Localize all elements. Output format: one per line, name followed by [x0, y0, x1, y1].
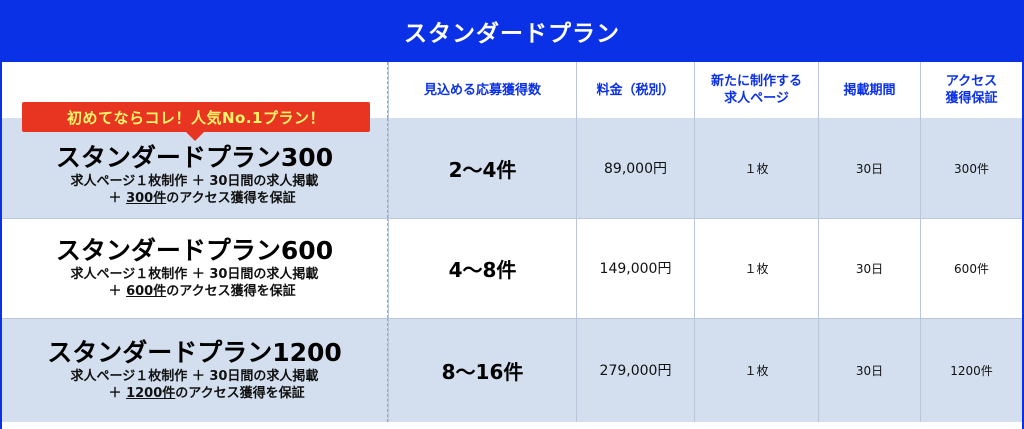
popular-badge: 初めてならコレ！人気No.1プラン！ [22, 102, 370, 132]
header-new-pages: 新たに制作する 求人ページ [694, 62, 818, 118]
price-value: 89,000円 [576, 118, 694, 218]
header-period: 掲載期間 [818, 62, 920, 118]
plan-desc-line1: 求人ページ１枚制作 ＋ 30日間の求人掲載 [70, 267, 319, 282]
header-price: 料金（税別） [576, 62, 694, 118]
plan-desc-line2: ＋ 1200件のアクセス獲得を保証 [71, 385, 319, 402]
plan-description: 求人ページ１枚制作 ＋ 30日間の求人掲載 ＋ 300件のアクセス獲得を保証 [71, 173, 319, 207]
access-value: 600件 [920, 218, 1022, 318]
plan-desc-line1: 求人ページ１枚制作 ＋ 30日間の求人掲載 [70, 174, 319, 189]
plan-description: 求人ページ１枚制作 ＋ 30日間の求人掲載 ＋ 600件のアクセス獲得を保証 [71, 266, 319, 300]
plan-name: スタンダードプラン300 [55, 143, 334, 172]
header-expected-label: 見込める応募獲得数 [423, 82, 541, 98]
table-row: スタンダードプラン300 求人ページ１枚制作 ＋ 30日間の求人掲載 ＋ 300… [2, 118, 1022, 218]
header-period-label: 掲載期間 [843, 82, 896, 98]
plan-desc-rest: のアクセス獲得を保証 [166, 191, 296, 206]
page-title: スタンダードプラン [404, 21, 620, 47]
plan-desc-line2: ＋ 600件のアクセス獲得を保証 [71, 283, 319, 300]
access-value: 300件 [920, 118, 1022, 218]
pages-value: １枚 [694, 318, 818, 422]
plan-desc-rest: のアクセス獲得を保証 [175, 386, 305, 401]
plan-desc-plus: ＋ [108, 284, 127, 299]
badge-pointer [186, 132, 204, 141]
header-access: アクセス 獲得保証 [920, 62, 1022, 118]
period-value: 30日 [818, 118, 920, 218]
plan-cell: スタンダードプラン300 求人ページ１枚制作 ＋ 30日間の求人掲載 ＋ 300… [2, 118, 388, 218]
plan-desc-access-count: 1200件 [126, 386, 176, 401]
row-divider [2, 318, 1022, 319]
plan-desc-line1: 求人ページ１枚制作 ＋ 30日間の求人掲載 [70, 369, 319, 384]
plan-description: 求人ページ１枚制作 ＋ 30日間の求人掲載 ＋ 1200件のアクセス獲得を保証 [71, 368, 319, 402]
header-expected: 見込める応募獲得数 [388, 62, 576, 118]
header-new-pages-label: 新たに制作する 求人ページ [710, 74, 802, 106]
table-row: スタンダードプラン600 求人ページ１枚制作 ＋ 30日間の求人掲載 ＋ 600… [2, 218, 1022, 318]
expected-count: 2～4件 [388, 118, 576, 218]
access-value: 1200件 [920, 318, 1022, 422]
pricing-table: 見込める応募獲得数 料金（税別） 新たに制作する 求人ページ 掲載期間 アクセス… [2, 62, 1022, 429]
plan-desc-plus: ＋ [108, 386, 127, 401]
period-value: 30日 [818, 318, 920, 422]
plan-cell: スタンダードプラン1200 求人ページ１枚制作 ＋ 30日間の求人掲載 ＋ 12… [2, 318, 388, 422]
header-access-label: アクセス 獲得保証 [945, 74, 998, 106]
table-row: スタンダードプラン1200 求人ページ１枚制作 ＋ 30日間の求人掲載 ＋ 12… [2, 318, 1022, 422]
price-value: 149,000円 [576, 218, 694, 318]
period-value: 30日 [818, 218, 920, 318]
pages-value: １枚 [694, 118, 818, 218]
expected-count: 8～16件 [388, 318, 576, 422]
pages-value: １枚 [694, 218, 818, 318]
header-plan-blank [2, 62, 388, 118]
plan-cell: スタンダードプラン600 求人ページ１枚制作 ＋ 30日間の求人掲載 ＋ 600… [2, 218, 388, 318]
row-divider [2, 218, 1022, 219]
plan-desc-access-count: 300件 [126, 191, 167, 206]
header-price-label: 料金（税別） [596, 82, 675, 98]
plan-desc-plus: ＋ [108, 191, 127, 206]
plan-desc-access-count: 600件 [126, 284, 167, 299]
expected-count: 4～8件 [388, 218, 576, 318]
plan-name: スタンダードプラン600 [55, 236, 334, 265]
table-header: 見込める応募獲得数 料金（税別） 新たに制作する 求人ページ 掲載期間 アクセス… [2, 62, 1022, 118]
plan-name: スタンダードプラン1200 [47, 338, 342, 367]
price-value: 279,000円 [576, 318, 694, 422]
plan-desc-line2: ＋ 300件のアクセス獲得を保証 [71, 190, 319, 207]
plan-desc-rest: のアクセス獲得を保証 [166, 284, 296, 299]
